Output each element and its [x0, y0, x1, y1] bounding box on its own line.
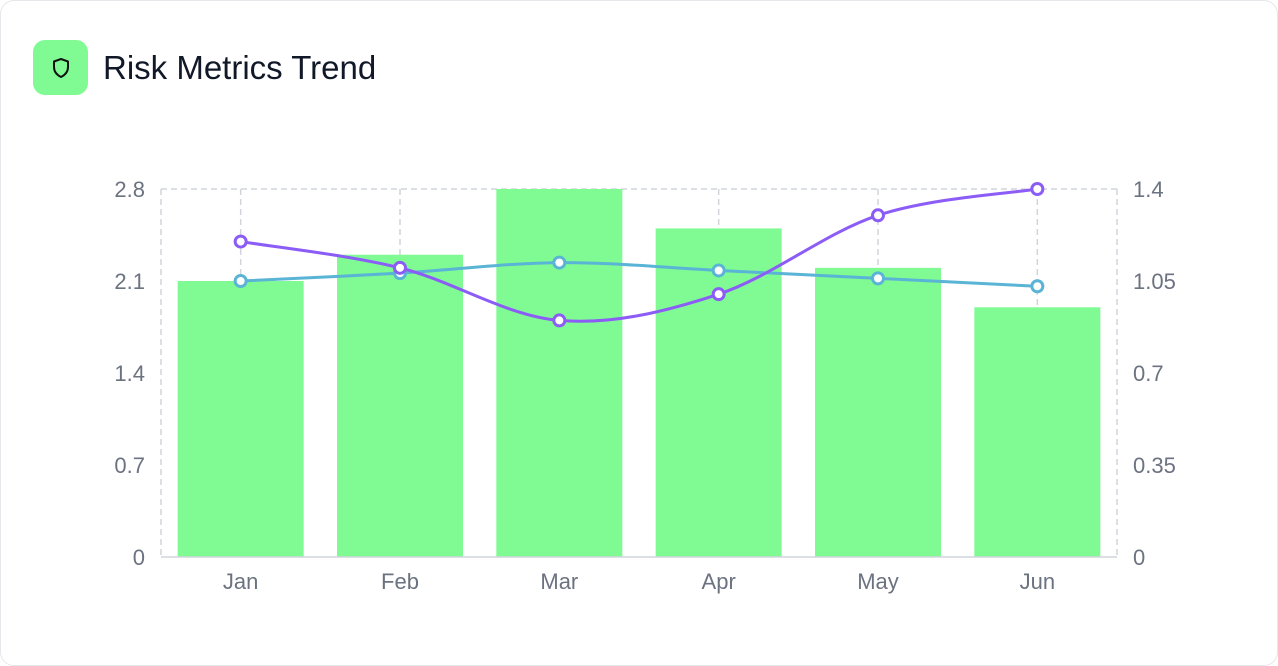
shield-icon: [52, 57, 69, 78]
x-tick-label: Feb: [381, 569, 419, 594]
left-y-tick-label: 2.8: [114, 177, 145, 202]
bar-mar: [496, 189, 623, 557]
bar-jan: [177, 281, 304, 557]
right-y-tick-label: 1.05: [1133, 269, 1176, 294]
bar-may: [815, 267, 941, 557]
line-purple-point-may: [871, 208, 885, 223]
left-y-tick-label: 1.4: [114, 361, 145, 386]
x-tick-label: Jun: [1020, 569, 1055, 594]
line-blue-point-may: [871, 271, 885, 286]
x-tick-label: Jan: [223, 569, 258, 594]
line-blue: [240, 261, 1038, 288]
line-purple-point-mar: [552, 313, 567, 328]
line-blue-point-mar: [552, 255, 567, 270]
left-y-tick-label: 0: [133, 545, 145, 570]
right-y-tick-label: 0.35: [1133, 453, 1176, 478]
right-y-tick-label: 0.7: [1133, 361, 1164, 386]
line-purple-point-jun: [1030, 182, 1045, 196]
line-purple-point-apr: [711, 287, 726, 302]
bar-feb: [337, 254, 463, 557]
bar-apr: [655, 228, 782, 557]
bar-jun: [974, 307, 1101, 557]
line-blue-point-jun: [1030, 279, 1045, 294]
x-tick-label: Mar: [540, 569, 578, 594]
page-title: Risk Metrics Trend: [103, 49, 377, 86]
x-tick-label: Apr: [702, 569, 736, 594]
line-purple-point-feb: [393, 260, 407, 275]
shield-icon-badge: [33, 40, 88, 95]
line-blue-point-apr: [711, 263, 726, 278]
right-y-tick-label: 0: [1133, 545, 1145, 570]
left-y-tick-label: 2.1: [114, 269, 145, 294]
line-purple: [240, 187, 1038, 323]
line-purple-point-jan: [233, 234, 248, 249]
x-tick-label: May: [857, 569, 899, 594]
right-y-tick-label: 1.4: [1133, 177, 1164, 202]
line-blue-point-jan: [233, 274, 248, 288]
left-y-tick-label: 0.7: [114, 453, 145, 478]
